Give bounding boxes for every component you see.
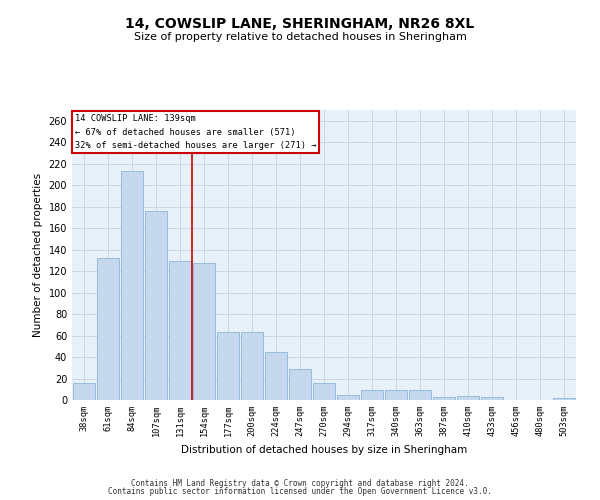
Bar [553, 398, 575, 400]
Bar [433, 397, 455, 400]
Bar [97, 258, 119, 400]
Bar [361, 390, 383, 400]
Text: 14 COWSLIP LANE: 139sqm
← 67% of detached houses are smaller (571)
32% of semi-d: 14 COWSLIP LANE: 139sqm ← 67% of detache… [74, 114, 316, 150]
Bar [145, 211, 167, 400]
Bar [169, 262, 191, 400]
Bar [481, 397, 503, 400]
Bar [217, 332, 239, 400]
Bar [73, 383, 95, 400]
Bar [241, 332, 263, 400]
Bar [121, 171, 143, 400]
Text: Contains public sector information licensed under the Open Government Licence v3: Contains public sector information licen… [108, 487, 492, 496]
Bar [337, 394, 359, 400]
Bar [385, 390, 407, 400]
X-axis label: Distribution of detached houses by size in Sheringham: Distribution of detached houses by size … [181, 444, 467, 454]
Text: 14, COWSLIP LANE, SHERINGHAM, NR26 8XL: 14, COWSLIP LANE, SHERINGHAM, NR26 8XL [125, 18, 475, 32]
Bar [313, 383, 335, 400]
Bar [265, 352, 287, 400]
Text: Size of property relative to detached houses in Sheringham: Size of property relative to detached ho… [134, 32, 466, 42]
Bar [457, 396, 479, 400]
Bar [409, 390, 431, 400]
Y-axis label: Number of detached properties: Number of detached properties [33, 173, 43, 337]
Text: Contains HM Land Registry data © Crown copyright and database right 2024.: Contains HM Land Registry data © Crown c… [131, 478, 469, 488]
Bar [289, 369, 311, 400]
Bar [193, 262, 215, 400]
